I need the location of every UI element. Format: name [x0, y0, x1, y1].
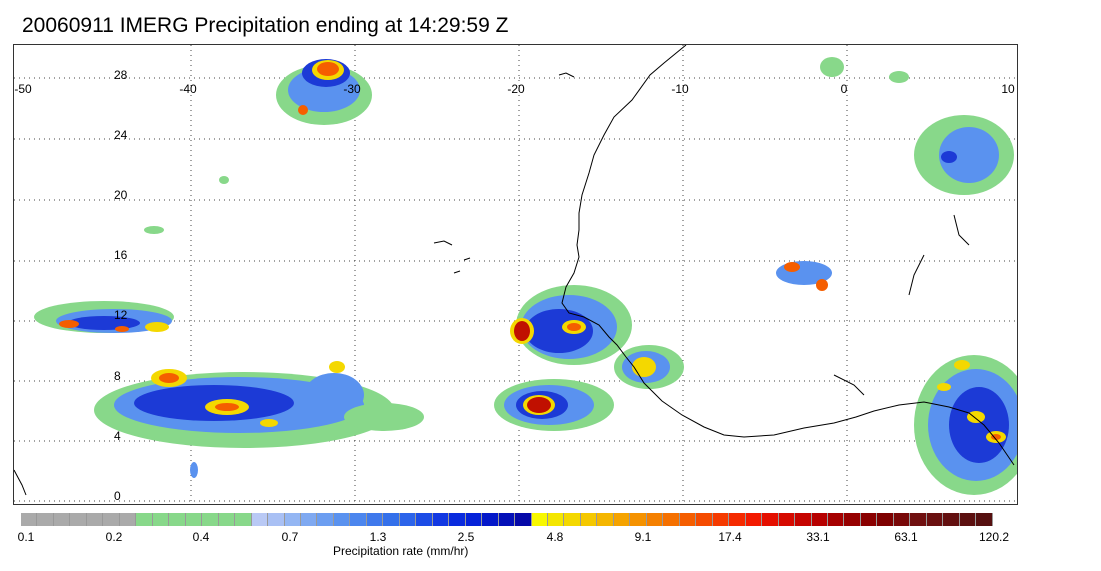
colorbar-cell — [745, 513, 763, 526]
colorbar-cell — [235, 513, 252, 526]
colorbar-tick-label: 0.1 — [17, 530, 35, 544]
lon-tick-label: -40 — [179, 82, 197, 96]
colorbar-cell — [53, 513, 71, 526]
colorbar-label: Precipitation rate (mm/hr) — [333, 544, 469, 558]
coastline — [14, 45, 1015, 496]
colorbar-cell — [399, 513, 417, 526]
colorbar-cell — [218, 513, 236, 526]
colorbar-cell — [910, 513, 927, 526]
lat-tick-label: 20 — [114, 188, 128, 202]
colorbar-cell — [449, 513, 466, 526]
graticule — [14, 45, 1017, 504]
colorbar-cell — [432, 513, 450, 526]
colorbar-cell — [893, 513, 911, 526]
colorbar-tick-label: 9.1 — [634, 530, 652, 544]
map-frame — [13, 44, 1018, 505]
colorbar — [21, 513, 993, 526]
colorbar-tick-label: 4.8 — [546, 530, 564, 544]
colorbar-cell — [268, 513, 285, 526]
lon-tick-label: -20 — [507, 82, 525, 96]
colorbar-cell — [498, 513, 516, 526]
colorbar-cell — [877, 513, 894, 526]
colorbar-cell — [119, 513, 137, 526]
colorbar-cell — [70, 513, 87, 526]
map-title: 20060911 IMERG Precipitation ending at 1… — [22, 14, 509, 37]
colorbar-cell — [136, 513, 153, 526]
colorbar-cell — [860, 513, 878, 526]
colorbar-cell — [515, 513, 532, 526]
colorbar-tick-label: 63.1 — [894, 530, 918, 544]
colorbar-tick-label: 17.4 — [718, 530, 742, 544]
colorbar-cell — [531, 513, 548, 526]
colorbar-tick-label: 120.2 — [978, 530, 1010, 544]
lat-tick-label: 24 — [114, 128, 128, 142]
colorbar-tick-label: 33.1 — [806, 530, 830, 544]
lon-tick-label: 10 — [1001, 82, 1015, 96]
colorbar-cell — [300, 513, 318, 526]
colorbar-cell — [827, 513, 845, 526]
colorbar-cell — [366, 513, 384, 526]
colorbar-cell — [383, 513, 400, 526]
colorbar-cell — [465, 513, 483, 526]
colorbar-cell — [778, 513, 796, 526]
colorbar-tick-label: 0.2 — [105, 530, 123, 544]
colorbar-cell — [103, 513, 120, 526]
colorbar-cell — [597, 513, 614, 526]
colorbar-tick-label: 0.7 — [281, 530, 299, 544]
precipitation-map — [14, 45, 1017, 504]
colorbar-tick-label: 1.3 — [369, 530, 387, 544]
colorbar-cell — [350, 513, 367, 526]
colorbar-cell — [943, 513, 960, 526]
colorbar-cell — [548, 513, 565, 526]
colorbar-cell — [679, 513, 697, 526]
colorbar-cell — [251, 513, 269, 526]
lat-tick-label: 0 — [114, 489, 121, 503]
lat-tick-label: 4 — [114, 429, 121, 443]
colorbar-cell — [613, 513, 631, 526]
colorbar-cell — [844, 513, 861, 526]
colorbar-cell — [86, 513, 104, 526]
colorbar-cell — [762, 513, 779, 526]
lon-tick-label: 0 — [840, 82, 848, 96]
colorbar-cell — [926, 513, 944, 526]
colorbar-cell — [284, 513, 301, 526]
precipitation-field — [34, 57, 1017, 495]
lat-tick-label: 16 — [114, 248, 128, 262]
colorbar-cell — [482, 513, 499, 526]
colorbar-cell — [317, 513, 334, 526]
lat-tick-label: 28 — [114, 68, 128, 82]
colorbar-cell — [712, 513, 730, 526]
colorbar-cell — [663, 513, 680, 526]
colorbar-cell — [169, 513, 186, 526]
colorbar-cell — [976, 513, 993, 526]
colorbar-cell — [333, 513, 351, 526]
colorbar-cell — [580, 513, 598, 526]
colorbar-cell — [959, 513, 977, 526]
colorbar-cell — [646, 513, 664, 526]
colorbar-tick-label: 2.5 — [457, 530, 475, 544]
lon-tick-label: -30 — [343, 82, 361, 96]
lat-tick-label: 8 — [114, 369, 121, 383]
colorbar-cell — [630, 513, 647, 526]
colorbar-cell — [185, 513, 203, 526]
colorbar-cell — [21, 513, 38, 526]
lon-tick-label: -10 — [671, 82, 689, 96]
lon-tick-label: -50 — [14, 82, 32, 96]
colorbar-cell — [811, 513, 828, 526]
colorbar-tick-label: 0.4 — [192, 530, 210, 544]
colorbar-cell — [564, 513, 581, 526]
colorbar-cell — [37, 513, 54, 526]
colorbar-cell — [696, 513, 713, 526]
colorbar-cell — [152, 513, 170, 526]
colorbar-cell — [416, 513, 433, 526]
lat-tick-label: 12 — [114, 308, 128, 322]
colorbar-cell — [202, 513, 219, 526]
colorbar-cell — [729, 513, 746, 526]
colorbar-cell — [795, 513, 812, 526]
